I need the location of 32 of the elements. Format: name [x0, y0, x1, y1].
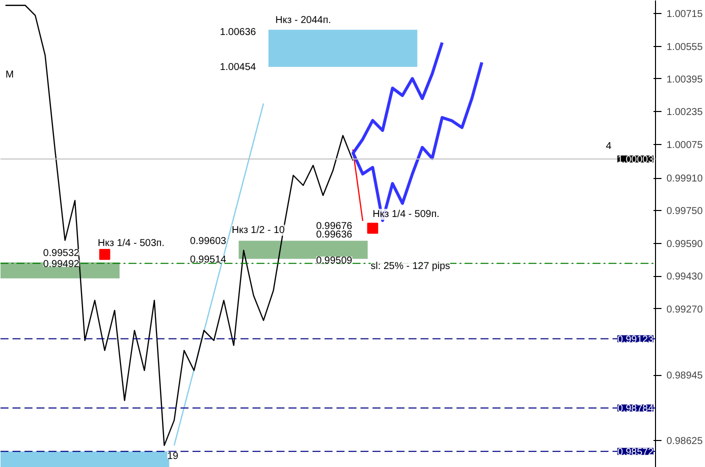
y-tick-label: 0.99430 [666, 272, 704, 283]
y-tick-label: 0.99750 [666, 206, 704, 218]
annotation: 1.00636 [220, 26, 256, 38]
annotation: M [5, 70, 14, 81]
ref-line-label: 0.98572 [617, 446, 654, 458]
y-tick-label: 0.99590 [666, 238, 704, 250]
annotation: 1.00454 [220, 62, 256, 73]
y-tick-label: 1.00555 [666, 42, 704, 53]
annotation: 0.99509 [316, 255, 353, 266]
ref-line-label: 0.98784 [617, 404, 654, 415]
y-tick-label: 0.99910 [666, 174, 704, 185]
annotation: Нкз 1/2 - 10 [232, 224, 286, 236]
annotation: 4 [606, 140, 612, 152]
y-tick-label: 0.98945 [666, 370, 704, 382]
annotation: 0.99603 [190, 236, 227, 248]
ref-line-label: 1.00003 [617, 154, 654, 166]
y-tick-label: 1.00235 [666, 107, 704, 118]
annotation: 0.99514 [190, 254, 227, 266]
y-tick-label: 0.98625 [666, 436, 704, 448]
annotation: 0.99532 [43, 248, 80, 260]
annotation: Нкз 1/4 - 503п. [98, 238, 165, 249]
annotation: 19 [167, 450, 179, 462]
annotation: Нкз 1/4 - 509п. [372, 208, 440, 220]
annotation: Нкз - 2044п. [275, 15, 332, 26]
y-tick-label: 1.00395 [666, 74, 704, 86]
annotation: 0.99492 [43, 258, 80, 270]
annotation: sl: 25% - 127 pips [370, 260, 450, 272]
ref-line-label: 0.99123 [617, 334, 654, 346]
y-tick-label: 1.00715 [666, 9, 704, 20]
y-tick-label: 1.00075 [666, 140, 704, 151]
annotation: 0.99636 [316, 230, 353, 240]
y-tick-label: 0.99270 [666, 304, 704, 316]
